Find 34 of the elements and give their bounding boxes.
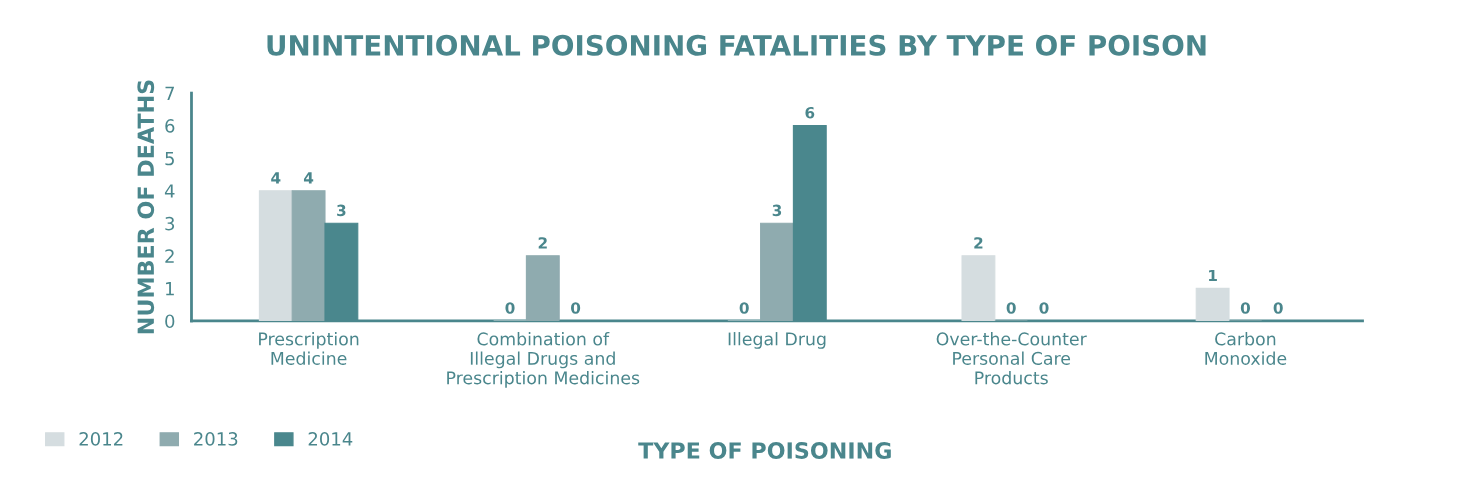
- data-label: 3: [337, 204, 346, 217]
- data-label: 1: [1209, 269, 1217, 282]
- data-label: 0: [505, 302, 515, 314]
- y-tick-label: 4: [164, 184, 175, 198]
- data-label: 2: [974, 237, 983, 249]
- data-label: 0: [1039, 302, 1049, 314]
- y-tick-label: 3: [165, 216, 175, 231]
- y-tick-label: 2: [165, 249, 174, 263]
- x-tick-label: Combination of Illegal Drugs and Prescription Medicines: [447, 332, 640, 388]
- data-label: 0: [1273, 302, 1283, 314]
- data-label: 2: [538, 237, 547, 249]
- x-tick-label: Illegal Drug: [728, 332, 826, 349]
- legend-label: 2013: [194, 432, 238, 446]
- legend-label: 2012: [79, 432, 123, 446]
- data-label: 0: [1006, 302, 1016, 314]
- data-label: 0: [739, 302, 749, 314]
- x-tick-label: Carbon Monoxide: [1205, 332, 1287, 365]
- data-label: 4: [271, 172, 281, 184]
- data-label: 6: [805, 106, 815, 119]
- data-label: 4: [303, 172, 314, 184]
- data-label: 3: [772, 204, 782, 217]
- y-tick-label: 6: [165, 119, 175, 133]
- y-axis-title: NUMBER OF DEATHS: [137, 80, 155, 334]
- y-tick-label: 7: [165, 86, 174, 100]
- y-tick-label: 1: [166, 282, 174, 296]
- legend-label: 2014: [308, 432, 353, 446]
- x-axis-title: TYPE OF POISONING: [638, 442, 891, 459]
- y-tick-label: 0: [165, 314, 175, 329]
- chart-title: UNINTENTIONAL POISONING FATALITIES BY TYPE OF POISON: [267, 34, 1206, 56]
- x-tick-label: Over-the-Counter Personal Care Products: [936, 332, 1087, 385]
- y-tick-label: 5: [165, 151, 174, 166]
- x-tick-label: Prescription Medicine: [259, 332, 359, 365]
- data-label: 0: [571, 302, 581, 314]
- data-label: 0: [1240, 302, 1251, 314]
